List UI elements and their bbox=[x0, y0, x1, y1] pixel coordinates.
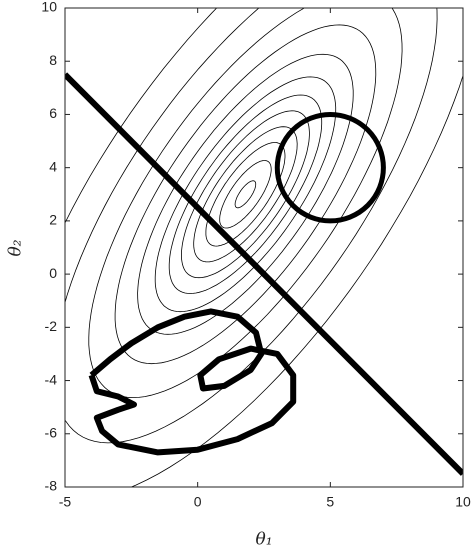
contour-line bbox=[65, 8, 438, 444]
y-tick-label: -4 bbox=[45, 371, 58, 387]
contour-line bbox=[193, 126, 298, 263]
y-axis-label: θ₂ bbox=[6, 239, 26, 256]
plot-frame bbox=[64, 7, 464, 488]
x-tick-label: 0 bbox=[194, 494, 202, 510]
contour-line bbox=[154, 76, 337, 313]
y-tick-label: -6 bbox=[45, 424, 58, 440]
x-tick-label: -5 bbox=[59, 494, 72, 510]
x-tick-label: 10 bbox=[455, 494, 471, 510]
y-tick-label: -8 bbox=[45, 478, 58, 494]
y-tick-label: 2 bbox=[49, 212, 57, 228]
y-tick-label: 8 bbox=[49, 52, 57, 68]
contour-line bbox=[234, 180, 257, 209]
contour-line bbox=[137, 53, 354, 335]
circle-region bbox=[274, 111, 386, 224]
boundary-line bbox=[65, 72, 463, 476]
contour-line bbox=[181, 110, 310, 279]
contour-line bbox=[219, 160, 272, 229]
y-tick-label: 0 bbox=[49, 265, 57, 281]
contour-line bbox=[168, 94, 323, 295]
x-axis-label: θ₁ bbox=[255, 530, 272, 550]
y-tick-label: 4 bbox=[49, 158, 57, 174]
y-tick-label: 6 bbox=[49, 105, 57, 121]
y-tick-label: 10 bbox=[41, 0, 57, 15]
contour-line bbox=[114, 24, 377, 365]
irregular-region bbox=[88, 308, 297, 456]
plot-area bbox=[65, 8, 463, 487]
x-tick-label: 5 bbox=[326, 494, 334, 510]
contour-line bbox=[65, 8, 463, 487]
y-tick-label: -2 bbox=[45, 318, 58, 334]
